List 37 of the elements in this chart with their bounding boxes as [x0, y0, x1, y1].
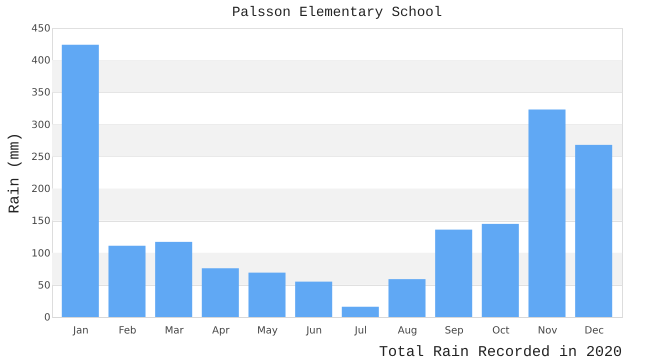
bar — [435, 230, 472, 317]
bar — [528, 110, 566, 317]
chart-title: Palsson Elementary School — [232, 5, 442, 21]
bar — [388, 279, 426, 317]
bar — [342, 306, 379, 317]
y-tick-label: 350 — [31, 88, 50, 99]
x-tick-label: Sep — [444, 326, 464, 336]
x-tick-label: Feb — [118, 326, 136, 336]
y-tick-label: 150 — [31, 216, 50, 228]
x-tick-label: Jan — [72, 326, 89, 336]
bar — [295, 282, 332, 317]
bar — [202, 268, 239, 317]
bar — [482, 224, 519, 317]
bar — [62, 44, 99, 317]
y-tick-label: 250 — [31, 152, 50, 163]
text: Total Rain Recorded in 2020 — [378, 344, 622, 360]
y-tick-label: 300 — [31, 120, 50, 131]
x-tick-label: Jul — [354, 326, 367, 336]
x-tick-label: Jun — [305, 326, 322, 336]
y-tick-label: 0 — [44, 312, 50, 324]
x-tick-label: Mar — [164, 326, 184, 336]
bar — [248, 272, 286, 317]
bar — [575, 144, 612, 317]
x-tick-label: May — [257, 326, 278, 336]
x-tick-label: Dec — [584, 326, 604, 336]
x-tick-label: Nov — [538, 326, 558, 336]
y-tick-label: 450 — [31, 24, 50, 34]
y-tick-label: 50 — [38, 280, 50, 292]
y-axis-title: Rain (mm) — [6, 132, 24, 214]
y-tick-label: 200 — [31, 184, 50, 196]
x-tick-label: Oct — [492, 326, 510, 336]
bar — [108, 246, 146, 317]
x-tick-label: Apr — [212, 326, 230, 336]
bar — [155, 242, 192, 317]
y-tick-label: 400 — [31, 56, 50, 67]
y-tick-label: 100 — [31, 248, 50, 260]
x-tick-label: Aug — [398, 326, 418, 336]
